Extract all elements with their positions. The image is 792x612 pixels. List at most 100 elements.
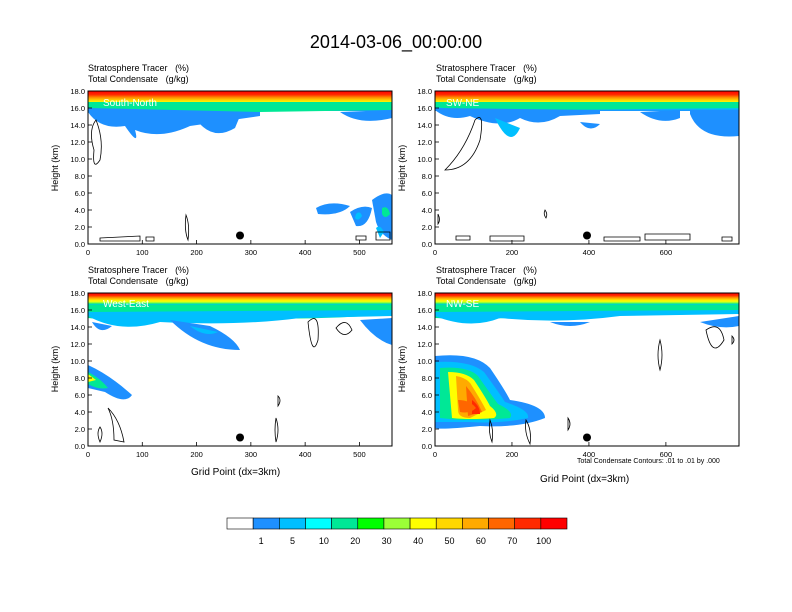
colorbar-cell <box>305 517 332 530</box>
y-tick-label: 2.0 <box>75 425 85 434</box>
x-tick-label: 400 <box>299 450 312 459</box>
x-tick-label: 0 <box>86 248 90 257</box>
y-tick-label: 0.0 <box>422 442 432 451</box>
header-line2-left: Total Condensate <box>88 74 159 84</box>
location-marker <box>583 433 591 442</box>
y-tick-label: 18.0 <box>70 289 85 298</box>
colorbar-label: 10 <box>319 536 329 546</box>
header-line1-left: Stratosphere Tracer <box>436 265 516 275</box>
x-tick-label: 300 <box>245 248 258 257</box>
y-tick-label: 10.0 <box>70 155 85 164</box>
panel-header-sw-ne: Stratosphere Tracer (%) Total Condensate… <box>436 63 537 85</box>
x-tick-label: 200 <box>506 248 519 257</box>
header-line1-right: (%) <box>175 63 190 73</box>
y-tick-label: 0.0 <box>75 240 85 249</box>
header-line1-left: Stratosphere Tracer <box>436 63 516 73</box>
colorbar-cell <box>540 517 568 530</box>
y-tick-label: 16.0 <box>417 306 432 315</box>
panel-header-nw-se: Stratosphere Tracer (%) Total Condensate… <box>436 265 537 287</box>
panel-sw-ne: SW-NE 0.0 2.0 4.0 6.0 8.0 10.0 12.0 14.0 16.0 18.… <box>417 87 740 257</box>
colorbar-cell <box>488 517 515 530</box>
colorbar-label: 60 <box>476 536 486 546</box>
y-tick-label: 0.0 <box>422 240 432 249</box>
panel-header-west-east: Stratosphere Tracer (%) Total Condensate… <box>88 265 189 287</box>
colorbar-label: 40 <box>413 536 423 546</box>
y-tick-label: 4.0 <box>75 408 85 417</box>
header-line1-right: (%) <box>523 265 538 275</box>
colorbar-cell <box>226 517 254 530</box>
colorbar: 1 5 10 20 30 40 50 60 70 100 <box>226 517 568 546</box>
y-tick-label: 2.0 <box>422 425 432 434</box>
x-tick-label: 100 <box>136 248 149 257</box>
panel-label: NW-SE <box>446 299 479 310</box>
y-tick-label: 4.0 <box>75 206 85 215</box>
location-marker <box>583 231 591 240</box>
header-line1-left: Stratosphere Tracer <box>88 265 168 275</box>
y-tick-label: 16.0 <box>70 306 85 315</box>
plot-frame <box>87 90 393 245</box>
y-tick-label: 10.0 <box>417 155 432 164</box>
x-tick-label: 0 <box>433 450 437 459</box>
y-tick-label: 16.0 <box>417 104 432 113</box>
y-tick-label: 14.0 <box>417 323 432 332</box>
y-tick-label: 2.0 <box>422 223 432 232</box>
condensate-contours <box>488 326 735 446</box>
x-tick-label: 200 <box>506 450 519 459</box>
colorbar-label: 5 <box>290 536 295 546</box>
x-tick-label: 500 <box>353 450 366 459</box>
y-tick-label: 4.0 <box>422 408 432 417</box>
tracer-field <box>435 91 739 137</box>
x-tick-label: 0 <box>86 450 90 459</box>
y-tick-label: 18.0 <box>70 87 85 96</box>
y-tick-label: 8.0 <box>422 374 432 383</box>
y-tick-label: 8.0 <box>75 172 85 181</box>
colorbar-label: 1 <box>259 536 264 546</box>
x-tick-label: 100 <box>136 450 149 459</box>
condensate-contours <box>91 119 391 242</box>
header-line2-left: Total Condensate <box>88 276 159 286</box>
x-tick-label: 200 <box>190 450 203 459</box>
header-line2-right: (g/kg) <box>513 276 537 286</box>
y-tick-label: 10.0 <box>70 357 85 366</box>
header-line2-right: (g/kg) <box>513 74 537 84</box>
x-tick-label: 600 <box>660 450 673 459</box>
y-tick-label: 8.0 <box>75 374 85 383</box>
panel-label: SW-NE <box>446 98 479 109</box>
colorbar-label: 70 <box>507 536 517 546</box>
y-tick-label: 14.0 <box>70 121 85 130</box>
colorbar-cell <box>252 517 280 530</box>
y-tick-label: 16.0 <box>70 104 85 113</box>
x-tick-label: 600 <box>660 248 673 257</box>
header-line1-right: (%) <box>175 265 190 275</box>
y-tick-label: 14.0 <box>417 121 432 130</box>
x-tick-label: 0 <box>433 248 437 257</box>
colorbar-cell <box>409 517 437 530</box>
tracer-field <box>435 293 739 429</box>
header-line1-right: (%) <box>523 63 538 73</box>
y-tick-label: 6.0 <box>75 391 85 400</box>
y-tick-label: 12.0 <box>70 340 85 349</box>
location-marker <box>236 433 244 442</box>
x-tick-label: 400 <box>299 248 312 257</box>
plot-frame <box>434 90 740 245</box>
header-line2-right: (g/kg) <box>165 276 189 286</box>
x-tick-label: 400 <box>583 450 596 459</box>
y-tick-label: 14.0 <box>70 323 85 332</box>
y-tick-label: 18.0 <box>417 289 432 298</box>
y-tick-label: 6.0 <box>422 189 432 198</box>
x-tick-label: 400 <box>583 248 596 257</box>
y-tick-label: 12.0 <box>70 138 85 147</box>
panel-label: South-North <box>103 98 157 109</box>
panel-west-east: West-East 0.0 2.0 4.0 6.0 8.0 10.0 12.0 14.0 16.… <box>70 289 393 459</box>
x-axis-label: Grid Point (dx=3km) <box>191 467 281 478</box>
panel-south-north: South-North 0.0 2.0 4.0 6.0 8.0 10.0 12.0 14.0 1… <box>70 87 393 257</box>
header-line1-left: Stratosphere Tracer <box>88 63 168 73</box>
tracer-field <box>88 91 392 240</box>
x-tick-label: 300 <box>245 450 258 459</box>
contour-note: Total Condensate Contours: .01 to .01 by… <box>577 458 720 465</box>
colorbar-cell <box>357 517 385 530</box>
header-line2-left: Total Condensate <box>436 276 507 286</box>
x-tick-label: 500 <box>353 248 366 257</box>
colorbar-label: 100 <box>536 536 551 546</box>
